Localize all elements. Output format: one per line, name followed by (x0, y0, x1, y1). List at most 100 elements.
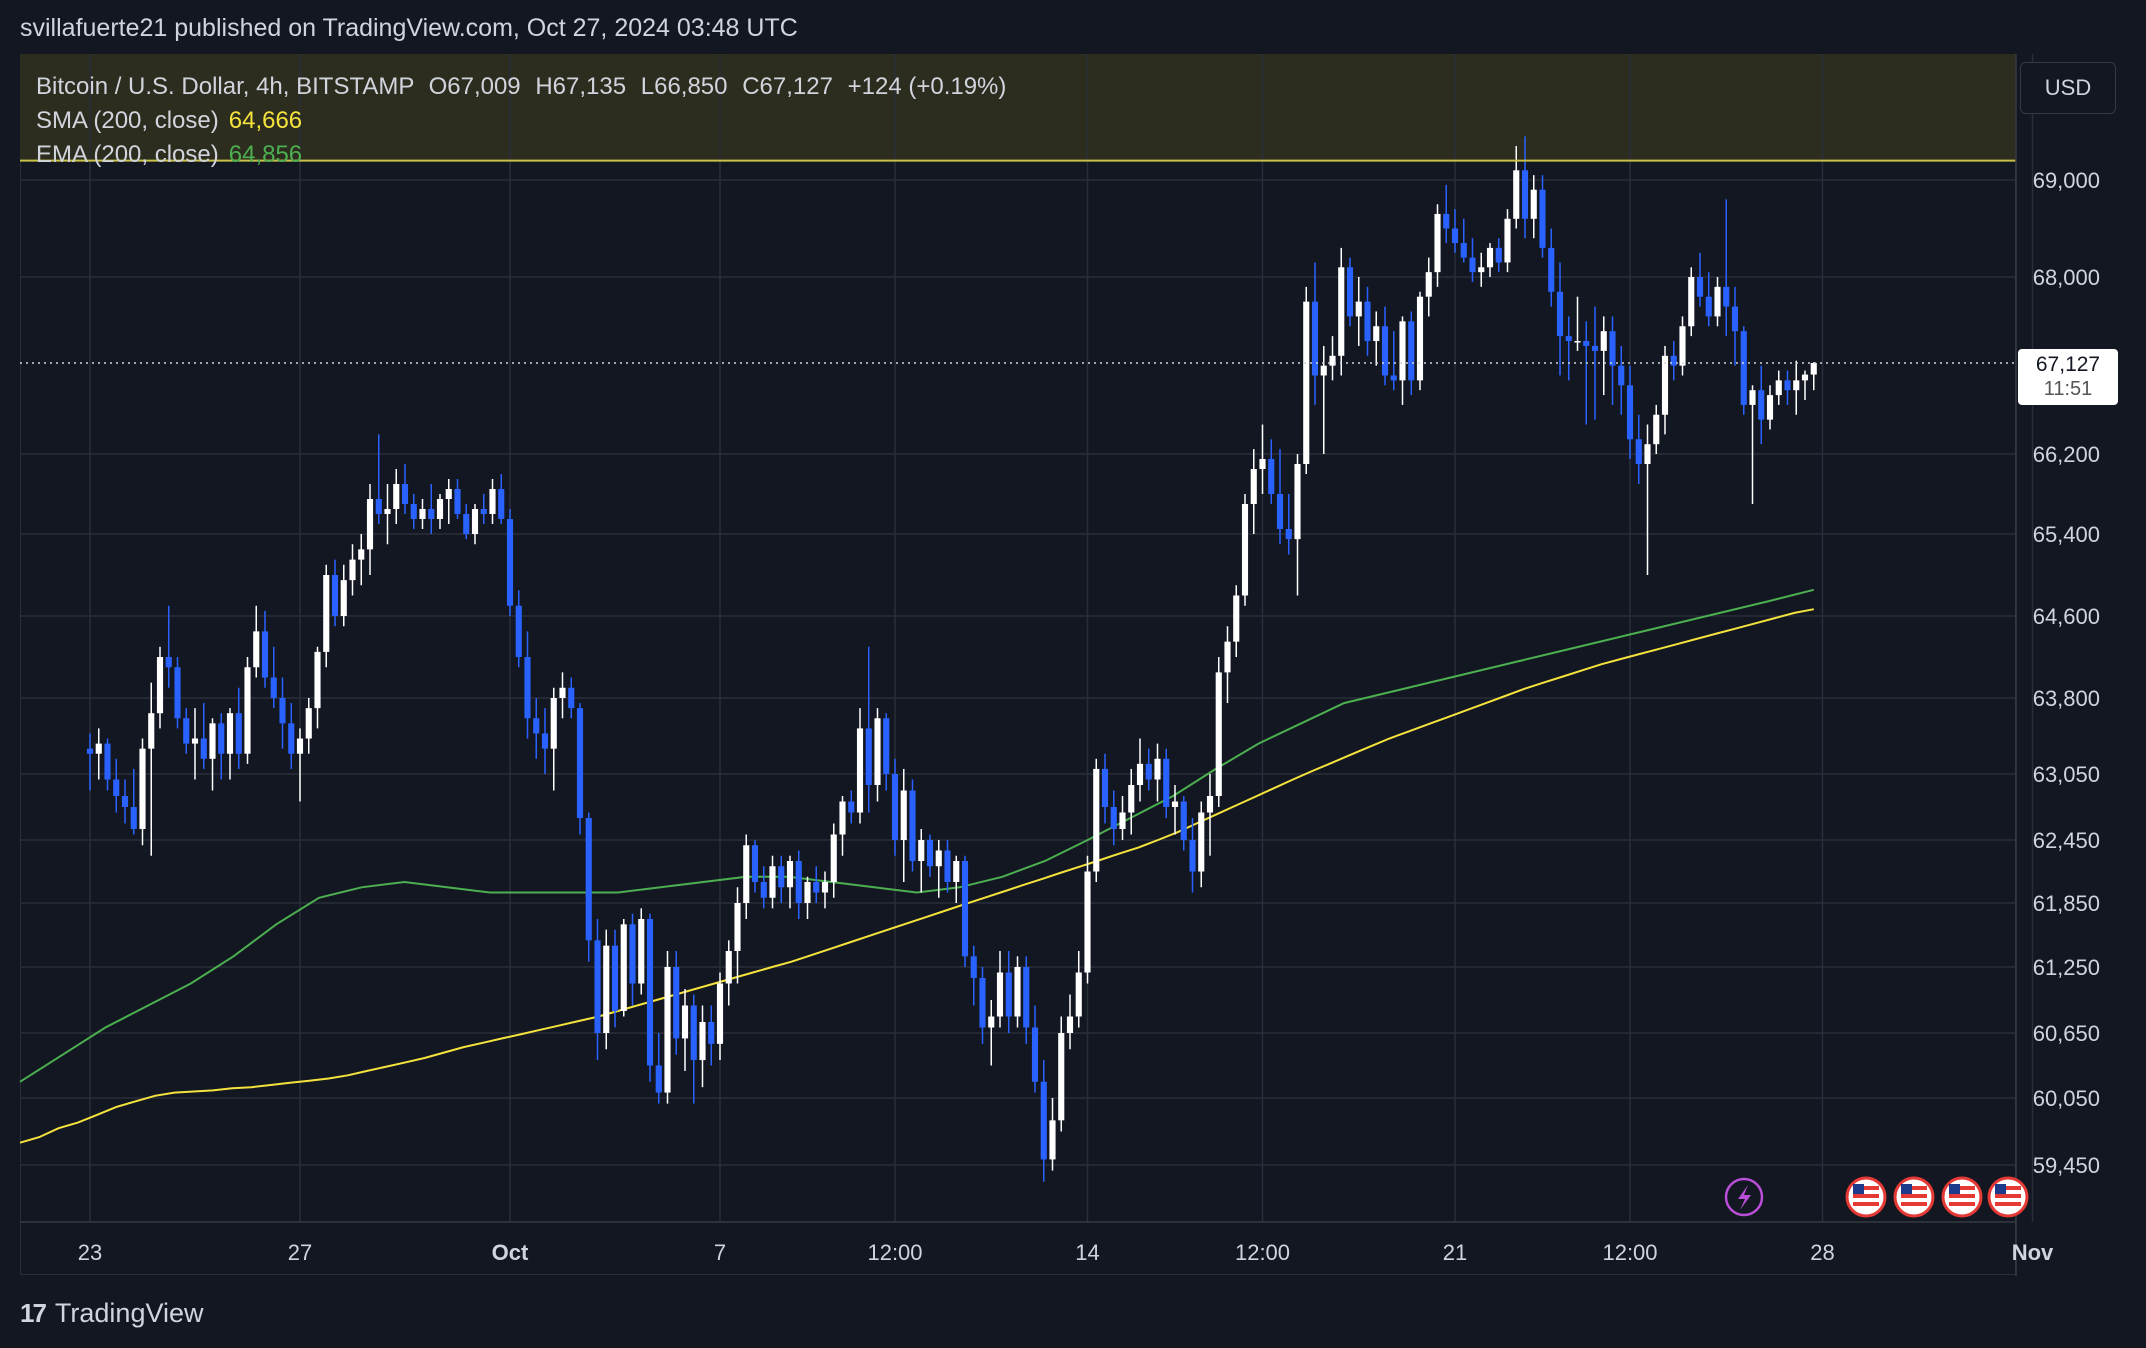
reference-lines (20, 159, 2016, 364)
candle-body (1565, 336, 1572, 342)
candle-body (1320, 365, 1327, 376)
candle-body (1329, 355, 1336, 366)
ohlc-open: O67,009 (428, 73, 521, 100)
candle-body (200, 738, 207, 759)
moving-averages (19, 588, 1815, 1144)
candle-body (1705, 296, 1712, 317)
lightning-event-icon (1724, 1177, 1764, 1217)
candle-body (900, 790, 907, 840)
candle-body (95, 743, 102, 754)
symbol-label: Bitcoin / U.S. Dollar, 4h, BITSTAMP (36, 73, 414, 100)
price-axis: 69,000 68,000 66,200 65,400 64,600 63,800 63,0… (2015, 54, 2100, 1276)
flag-stripe (1853, 1202, 1879, 1206)
footer-brand[interactable]: 17 TradingView (20, 1298, 204, 1329)
flag-stripe (1901, 1186, 1927, 1190)
candle-body (918, 840, 925, 861)
price-tick-label: 61,850 (2033, 891, 2100, 916)
candle-body (1390, 375, 1397, 381)
candle-body (638, 919, 645, 984)
candle-body (1495, 247, 1502, 263)
candle-body (1451, 228, 1459, 244)
candle-body (1014, 967, 1021, 1017)
candle-body (498, 489, 505, 519)
candle-body (944, 850, 951, 882)
price-tick-label: 60,650 (2033, 1021, 2100, 1046)
time-tick-label: Nov (2012, 1240, 2054, 1265)
flag-stripe (1901, 1202, 1927, 1206)
candle-body (1460, 243, 1467, 258)
candle-body (253, 631, 260, 668)
price-tick-label: 59,450 (2033, 1153, 2100, 1178)
sma-label: SMA (200, close) (36, 107, 219, 134)
candle-body (358, 549, 365, 560)
candle-body (979, 978, 986, 1028)
candle-body (1294, 464, 1301, 540)
candle-body (935, 850, 942, 867)
candle-body (1810, 363, 1817, 375)
candle-body (1784, 380, 1791, 391)
candle-body (1644, 444, 1651, 464)
candle-body (1766, 395, 1774, 420)
last-price-value: 67,127 (2035, 353, 2101, 376)
last-price-tag: 67,127 11:51 (2018, 349, 2118, 405)
candle-body (716, 983, 724, 1044)
ohlc-change: +124 (+0.19%) (847, 73, 1007, 100)
candle-body (130, 807, 137, 829)
price-tick-label: 69,000 (2033, 168, 2100, 193)
candle-body (1101, 768, 1109, 807)
candle-body (1399, 321, 1406, 381)
candle-body (646, 919, 654, 1066)
candle-body (856, 728, 864, 813)
legend-ema-row[interactable]: EMA (200, close) 64,856 (36, 138, 1006, 172)
candle-body (690, 1005, 697, 1061)
flag-stripe (1995, 1186, 2021, 1190)
us-flag-event-icon (1893, 1176, 1935, 1218)
candle-body (463, 514, 470, 534)
time-tick-label: 7 (714, 1240, 726, 1265)
candle-body (1346, 267, 1354, 317)
candle-body (1110, 807, 1117, 829)
candle-body (1539, 189, 1546, 248)
ohlc-close: C67,127 (742, 73, 833, 100)
candle-body (988, 1016, 995, 1028)
candle-body (165, 657, 172, 668)
candle-body (428, 509, 435, 519)
candle-body (174, 667, 181, 719)
grid-lines (20, 54, 2034, 1222)
candle-body (1583, 341, 1590, 346)
candle-body (559, 687, 566, 698)
currency-button[interactable]: USD (2020, 62, 2116, 114)
candle-body (1443, 213, 1450, 229)
candle-body (1040, 1081, 1047, 1160)
time-tick-label: 21 (1443, 1240, 1467, 1265)
candle-body (874, 718, 881, 785)
candle-body (1635, 439, 1642, 464)
candle-body (331, 575, 339, 616)
candle-body (778, 866, 785, 888)
candle-body (489, 489, 496, 514)
candle-body (611, 945, 619, 1011)
candle-body (1688, 277, 1695, 327)
legend-symbol-row: Bitcoin / U.S. Dollar, 4h, BITSTAMP O67,… (36, 70, 1006, 104)
candle-body (296, 738, 304, 754)
candle-body (454, 489, 461, 514)
candle-body (1793, 380, 1800, 391)
price-tick-label: 63,050 (2033, 762, 2100, 787)
flag-canton (1949, 1184, 1960, 1194)
candlesticks (86, 136, 1817, 1182)
candle-body (1224, 641, 1231, 673)
flag-stripe (1995, 1194, 2021, 1198)
time-tick-label: 12:00 (867, 1240, 922, 1265)
legend-sma-row[interactable]: SMA (200, close) 64,666 (36, 104, 1006, 138)
candle-body (1250, 469, 1257, 504)
candle-body (1136, 763, 1144, 785)
candle-body (419, 509, 426, 519)
flag-canton (1901, 1184, 1912, 1194)
candle-body (384, 509, 391, 514)
candle-body (760, 882, 767, 898)
candle-body (1049, 1120, 1056, 1160)
chart-pane[interactable] (20, 54, 2016, 1275)
candle-body (401, 484, 409, 504)
price-tick-label: 65,400 (2033, 522, 2100, 547)
